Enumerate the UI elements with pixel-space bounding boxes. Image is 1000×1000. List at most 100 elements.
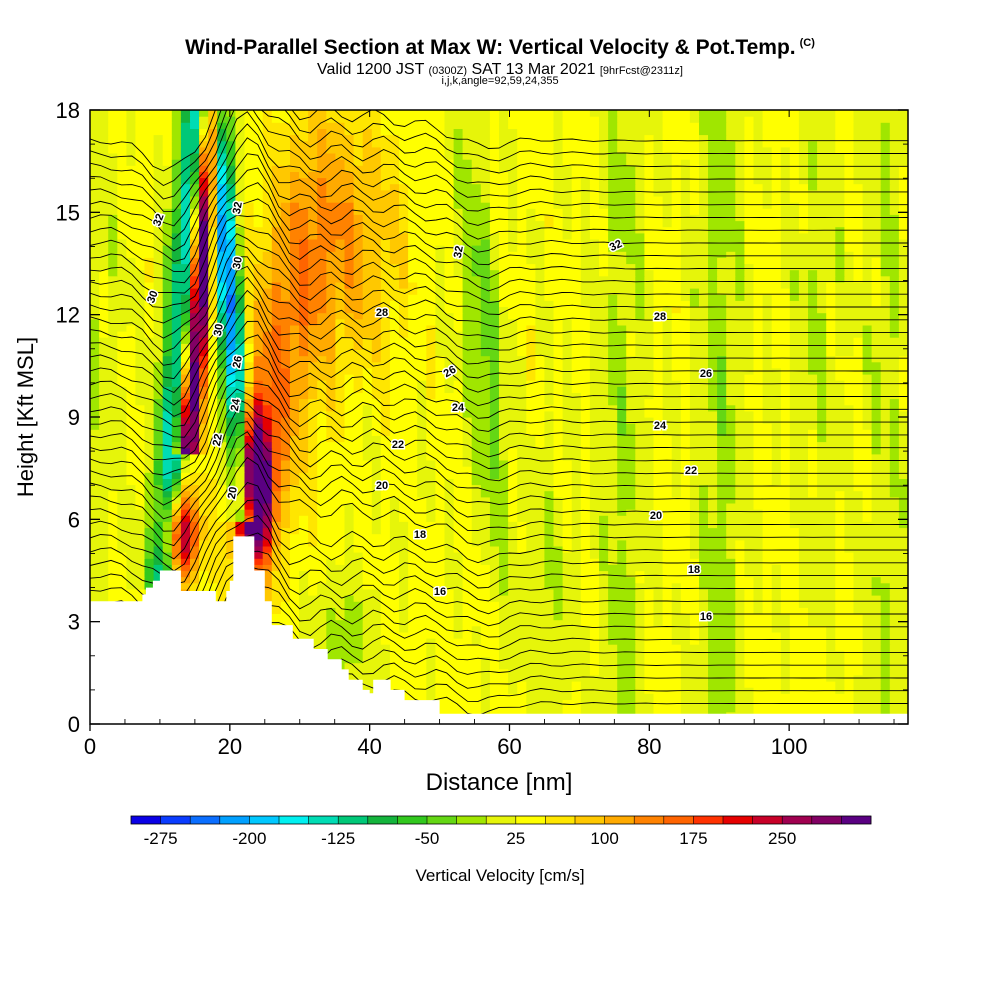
velocity-cell: [562, 539, 573, 547]
velocity-cell: [253, 539, 264, 547]
velocity-cell: [271, 343, 282, 350]
velocity-cell: [562, 220, 573, 228]
velocity-cell: [280, 214, 291, 222]
velocity-cell: [626, 539, 664, 547]
velocity-cell: [508, 496, 518, 504]
velocity-cell: [508, 472, 518, 479]
velocity-cell: [253, 281, 273, 289]
velocity-cell: [408, 208, 455, 215]
velocity-cell: [471, 263, 491, 271]
velocity-cell: [217, 153, 227, 160]
velocity-cell: [808, 613, 836, 621]
velocity-cell: [699, 564, 736, 572]
velocity-cell: [380, 153, 400, 160]
velocity-cell: [217, 275, 227, 283]
velocity-cell: [553, 153, 564, 160]
velocity-cell: [726, 128, 745, 136]
velocity-cell: [517, 490, 546, 498]
velocity-cell: [380, 478, 418, 486]
velocity-cell: [644, 681, 682, 688]
velocity-cell: [826, 398, 845, 406]
velocity-cell: [898, 208, 908, 215]
velocity-cell: [244, 183, 264, 191]
velocity-cell: [499, 232, 509, 240]
velocity-cell: [226, 484, 236, 492]
velocity-cell: [280, 539, 291, 547]
velocity-cell: [662, 110, 691, 117]
velocity-cell: [317, 392, 327, 400]
velocity-cell: [235, 140, 246, 148]
velocity-cell: [780, 275, 791, 283]
velocity-cell: [798, 208, 809, 215]
velocity-cell: [317, 312, 336, 320]
velocity-cell: [571, 681, 582, 688]
velocity-cell: [689, 337, 709, 344]
velocity-cell: [199, 269, 209, 277]
velocity-cell: [562, 417, 582, 424]
velocity-cell: [262, 398, 291, 406]
velocity-cell: [299, 275, 309, 283]
velocity-cell: [553, 214, 564, 222]
velocity-cell: [726, 404, 736, 412]
velocity-cell: [589, 324, 609, 332]
velocity-cell: [871, 324, 891, 332]
velocity-cell: [408, 189, 455, 197]
velocity-cell: [499, 631, 591, 639]
velocity-cell: [580, 269, 600, 277]
velocity-cell: [408, 202, 455, 209]
velocity-cell: [90, 214, 109, 222]
velocity-cell: [117, 183, 155, 191]
velocity-cell: [308, 275, 327, 283]
velocity-cell: [853, 693, 882, 700]
velocity-cell: [217, 312, 227, 320]
velocity-cell: [326, 251, 346, 258]
velocity-cell: [717, 453, 736, 461]
velocity-cell: [780, 453, 791, 461]
velocity-cell: [126, 386, 137, 393]
velocity-cell: [326, 140, 355, 148]
velocity-cell: [453, 631, 464, 639]
velocity-cell: [753, 490, 791, 498]
velocity-cell: [608, 380, 627, 387]
velocity-cell: [599, 122, 609, 129]
velocity-cell: [90, 367, 100, 375]
velocity-cell: [180, 367, 191, 375]
velocity-cell: [817, 294, 827, 301]
velocity-cell: [489, 110, 500, 117]
velocity-cell: [453, 257, 464, 265]
velocity-cell: [180, 355, 191, 363]
velocity-cell: [162, 153, 173, 160]
velocity-cell: [780, 460, 791, 467]
velocity-cell: [99, 398, 127, 406]
velocity-cell: [471, 472, 491, 479]
velocity-cell: [399, 146, 445, 154]
velocity-cell: [171, 558, 182, 565]
velocity-cell: [171, 159, 182, 166]
velocity-cell: [399, 140, 445, 148]
velocity-cell: [880, 662, 891, 670]
velocity-cell: [699, 134, 709, 142]
velocity-cell: [199, 331, 209, 338]
velocity-cell: [580, 484, 591, 492]
velocity-cell: [153, 183, 173, 191]
velocity-cell: [417, 441, 427, 449]
velocity-cell: [153, 361, 164, 369]
velocity-cell: [735, 705, 755, 713]
velocity-cell: [599, 607, 609, 614]
velocity-cell: [835, 527, 845, 535]
velocity-cell: [208, 521, 227, 529]
velocity-cell: [580, 410, 591, 418]
velocity-cell: [835, 337, 855, 344]
velocity-cell: [208, 441, 218, 449]
velocity-cell: [453, 189, 482, 197]
velocity-cell: [789, 324, 809, 332]
velocity-cell: [635, 490, 655, 498]
velocity-cell: [262, 220, 273, 228]
velocity-cell: [180, 177, 191, 185]
velocity-cell: [244, 490, 255, 498]
velocity-cell: [744, 275, 755, 283]
velocity-cell: [244, 196, 264, 203]
velocity-cell: [190, 490, 200, 498]
velocity-cell: [889, 582, 908, 590]
velocity-cell: [571, 539, 582, 547]
